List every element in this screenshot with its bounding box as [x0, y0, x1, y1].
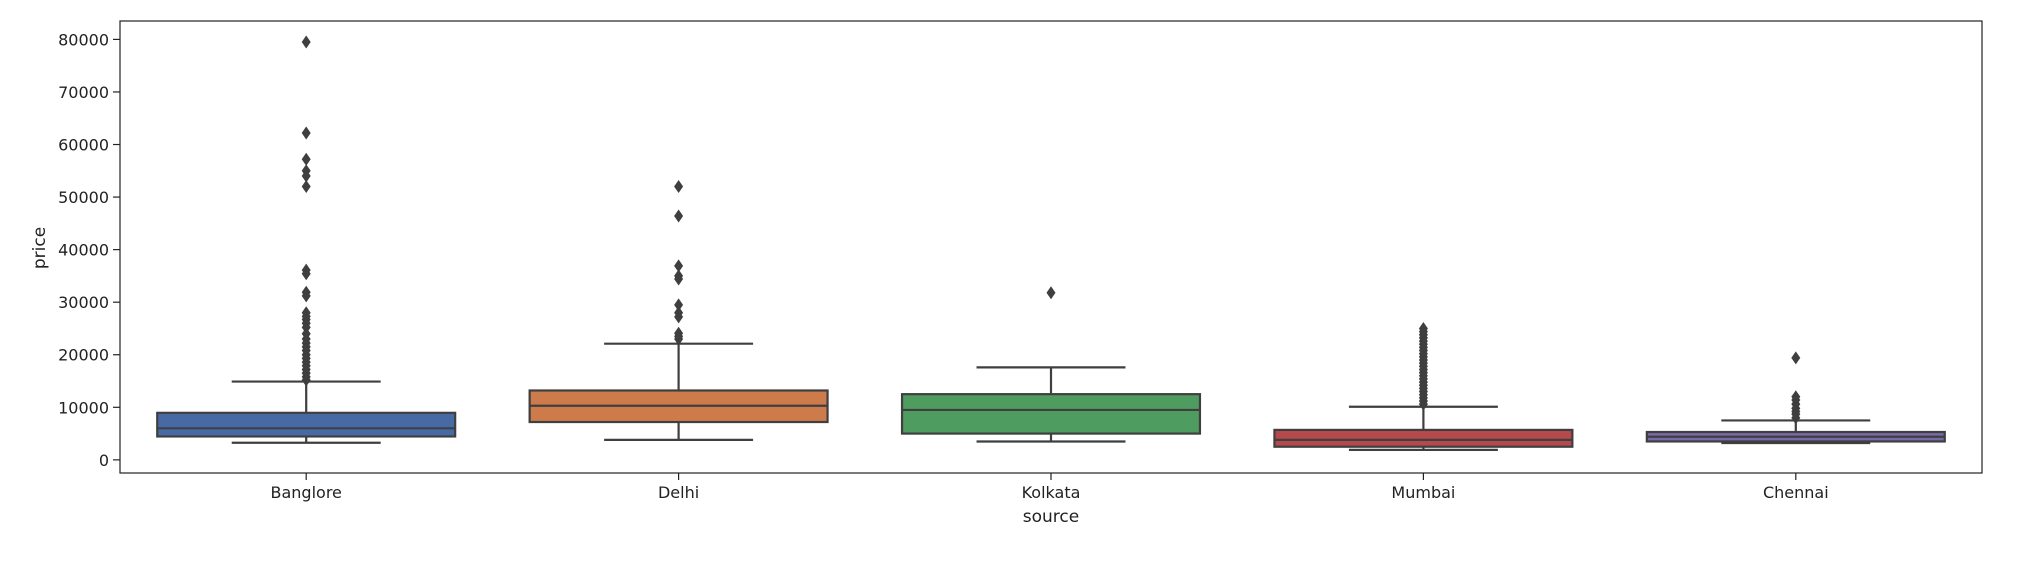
box-banglore — [156, 35, 457, 444]
outlier-point — [674, 298, 684, 312]
box-chennai — [1645, 351, 1946, 445]
x-tick-label-delhi: Delhi — [658, 483, 699, 502]
box-kolkata — [900, 286, 1202, 443]
outlier-point — [1418, 397, 1428, 411]
box-mumbai — [1273, 321, 1574, 451]
y-tick-label: 0 — [99, 451, 109, 470]
outlier-point — [301, 169, 311, 183]
x-axis-label: source — [1023, 507, 1079, 527]
outlier-point — [1046, 286, 1056, 300]
outlier-point — [674, 272, 684, 286]
y-tick-label: 70000 — [58, 83, 109, 102]
x-tick-label-banglore: Banglore — [271, 483, 342, 502]
outlier-point — [674, 180, 684, 194]
iqr-box — [1273, 428, 1574, 448]
outlier-point — [674, 209, 684, 223]
outlier-point — [301, 267, 311, 281]
y-tick-label: 80000 — [58, 30, 109, 49]
outlier-point — [301, 35, 311, 49]
x-tick-label-kolkata: Kolkata — [1022, 483, 1081, 502]
outlier-point — [301, 373, 311, 387]
x-tick-label-chennai: Chennai — [1763, 483, 1829, 502]
iqr-box — [900, 393, 1202, 435]
y-tick-label: 30000 — [58, 293, 109, 312]
x-axis: Banglore Delhi Kolkata Mumbai Chennai — [271, 473, 1829, 502]
y-axis: 0 10000 20000 30000 40000 50000 60000 70000 8000… — [58, 30, 120, 470]
outlier-point — [674, 310, 684, 324]
box-delhi — [528, 180, 829, 441]
outlier-point — [1791, 351, 1801, 365]
outlier-point — [301, 126, 311, 140]
outlier-point — [301, 289, 311, 303]
outlier-point — [301, 180, 311, 194]
outlier-point — [674, 259, 684, 273]
x-tick-label-mumbai: Mumbai — [1391, 483, 1455, 502]
y-tick-label: 60000 — [58, 136, 109, 155]
y-axis-label: price — [30, 227, 50, 269]
outlier-point — [674, 332, 684, 346]
y-tick-label: 50000 — [58, 188, 109, 207]
iqr-box — [156, 411, 457, 438]
boxes — [156, 35, 1946, 451]
plot-frame — [119, 20, 1983, 474]
y-tick-label: 40000 — [58, 241, 109, 260]
outlier-point — [1791, 411, 1801, 425]
y-tick-label: 10000 — [58, 398, 109, 417]
y-tick-label: 20000 — [58, 346, 109, 365]
outlier-point — [301, 152, 311, 166]
